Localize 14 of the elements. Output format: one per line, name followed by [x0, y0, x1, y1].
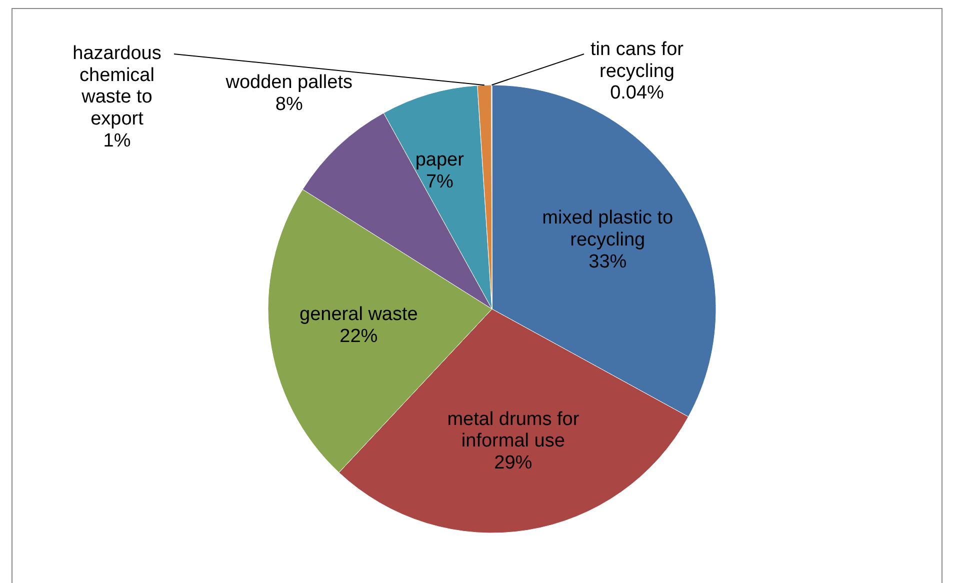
- data-label: 7%: [426, 171, 454, 192]
- slice-label: metal drums for informal use: [447, 408, 580, 452]
- data-label: 29%: [494, 452, 532, 474]
- slice-label: general waste: [300, 304, 418, 326]
- data-label: 33%: [588, 251, 627, 272]
- slice-label: mixed plastic to recycling: [542, 208, 674, 251]
- slice-label: hazardous chemical waste to export: [72, 43, 162, 130]
- data-label: 8%: [275, 94, 303, 115]
- data-label: 0.04%: [610, 82, 664, 104]
- slice-label: tin cans for recycling: [590, 39, 684, 82]
- data-label: 1%: [103, 130, 131, 152]
- slice-label: wodden pallets: [224, 72, 352, 93]
- data-label: 22%: [340, 326, 378, 348]
- slice-label: paper: [415, 150, 465, 171]
